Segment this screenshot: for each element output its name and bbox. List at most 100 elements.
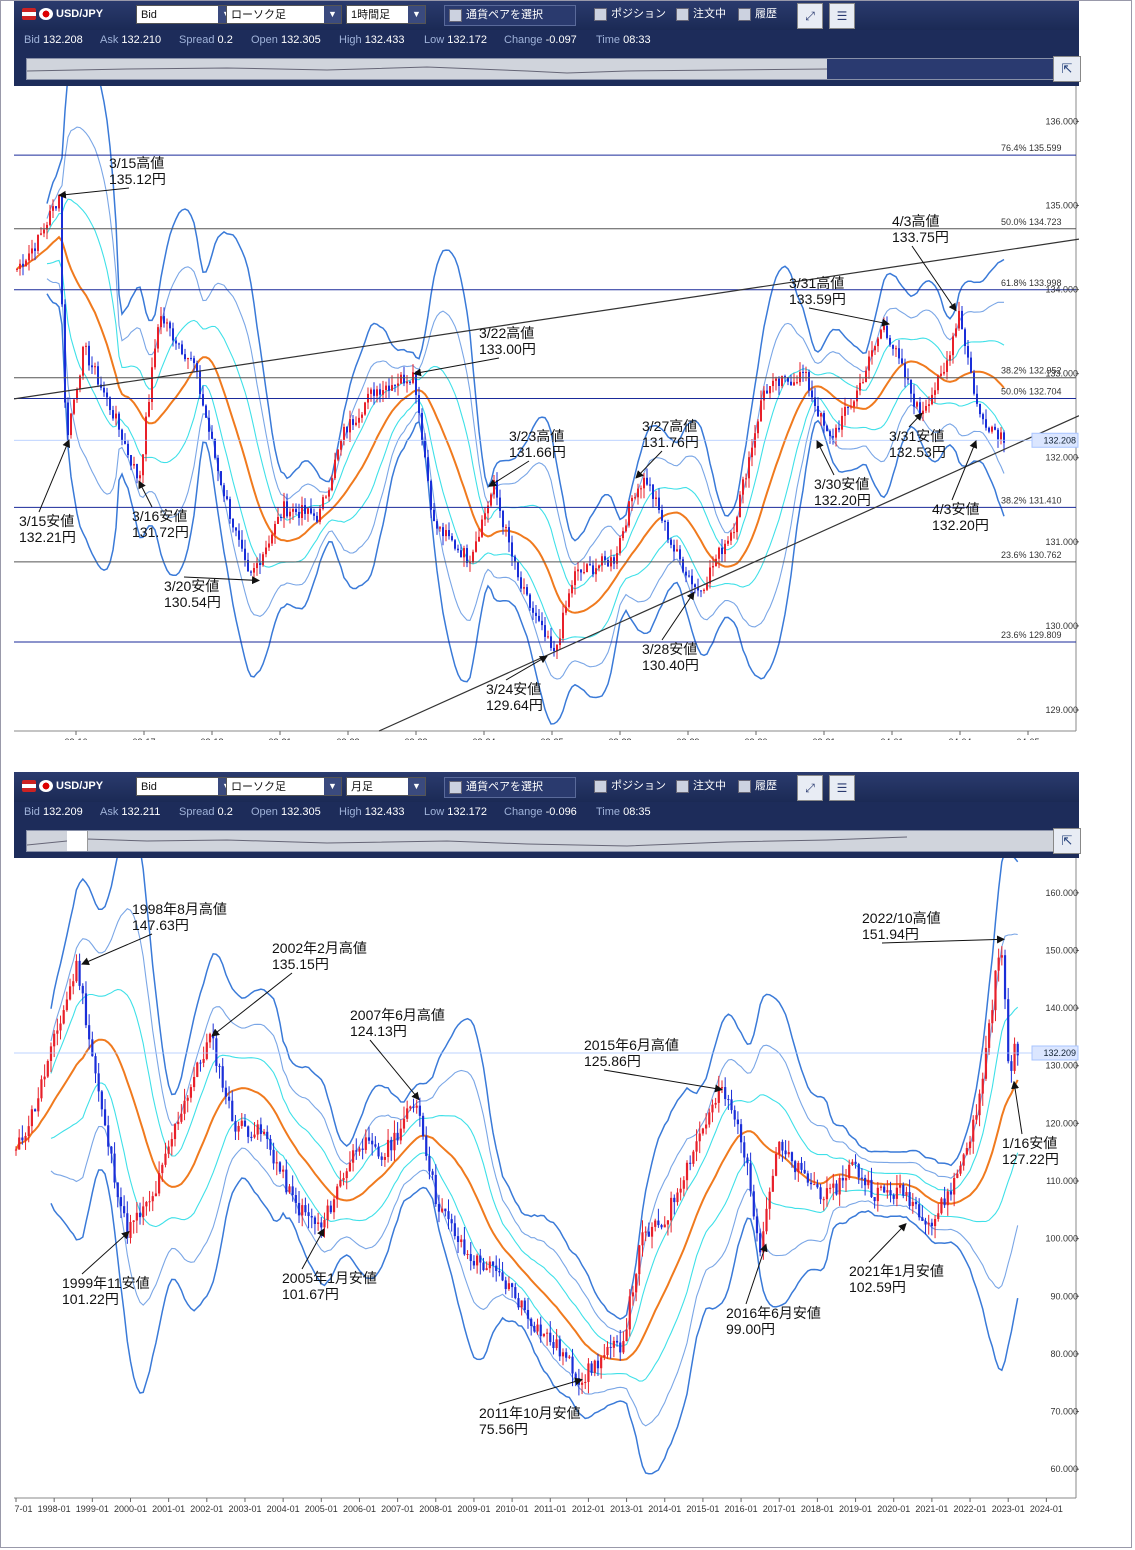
candle-body [634, 497, 636, 499]
settings-button[interactable]: ✲ [1084, 3, 1102, 27]
candle-body [367, 1137, 371, 1141]
candle-body [655, 497, 657, 499]
y-tick-label: 130.000 [1045, 621, 1078, 631]
history-toggle[interactable]: 履歴 [738, 777, 777, 796]
candle-body [475, 541, 477, 552]
candle-body [514, 556, 516, 563]
candle-body [355, 422, 357, 425]
candle-body [322, 497, 324, 509]
candle-body [685, 1162, 689, 1181]
candle-body [460, 1239, 463, 1243]
candle-body [637, 488, 639, 498]
annotation-arrow [908, 412, 923, 428]
candle-body [661, 509, 663, 521]
candle-body [523, 1300, 526, 1310]
candle-body [142, 1206, 145, 1218]
candle-body [549, 1332, 552, 1343]
candle-body [631, 1292, 635, 1297]
candle-body [487, 505, 489, 514]
timeframe-select[interactable]: 月足 ▼ [346, 777, 426, 796]
candle-body [412, 1106, 415, 1108]
indicator-button[interactable]: ☰ [829, 3, 855, 29]
x-tick-label: 2010-01 [496, 1504, 529, 1514]
candle-body [196, 363, 198, 372]
candle-body [160, 316, 162, 328]
candle-body [484, 513, 486, 520]
bid-value: 132.209 [42, 806, 83, 818]
price-type-select[interactable]: Bid▼ [136, 777, 236, 796]
candle-body [889, 337, 891, 345]
candle-body [539, 1324, 542, 1337]
candle-body [958, 310, 960, 329]
order-toggle[interactable]: 注文中 [676, 777, 726, 796]
navigator-left-handle[interactable] [67, 831, 88, 851]
candle-body [218, 1065, 221, 1067]
settings-button[interactable]: ✲ [1084, 775, 1102, 799]
candle-body [479, 1255, 482, 1263]
candle-body [755, 1216, 759, 1234]
candle-body [523, 587, 525, 589]
candle-body [85, 345, 87, 347]
pair-select-button[interactable]: 通貨ペアを選択 [444, 777, 576, 798]
navigator-scroll[interactable] [26, 58, 1078, 80]
candle-body [730, 532, 732, 541]
candle-body [631, 497, 633, 502]
candle-body [37, 1098, 40, 1112]
chart-type-select[interactable]: ローソク足 ▼ [226, 777, 342, 796]
candle-body [844, 407, 846, 416]
candle-body [454, 540, 456, 549]
order-toggle[interactable]: 注文中 [676, 5, 726, 24]
candle-body [997, 957, 1000, 971]
fib-level-label: 61.8% 133.998 [1001, 278, 1062, 288]
current-price-label: 132.208 [1043, 435, 1076, 445]
candle-body [268, 543, 270, 548]
candle-body [943, 371, 945, 374]
price-type-value: Bid [141, 781, 157, 793]
indicator-button[interactable]: ☰ [829, 775, 855, 801]
candle-body [463, 1239, 466, 1255]
chart-area-2[interactable]: 1997-01 1998-01 1999-01 2000-01 2001-01 2002-… [14, 858, 1079, 1537]
candle-body [583, 572, 585, 574]
annotation-price: 131.72円 [132, 524, 189, 540]
candle-body [851, 1161, 854, 1165]
history-toggle[interactable]: 履歴 [738, 5, 777, 24]
x-tick-label: 2009-01 [457, 1504, 490, 1514]
annotation-title: 2021年1月安値 [849, 1263, 944, 1279]
candle-body [695, 1141, 698, 1152]
candle-body [184, 354, 186, 360]
candle-body [927, 1222, 930, 1225]
chart-area-1[interactable]: 03-16 03-17 03-18 03-21 03-22 03-23 03-24 03-25… [14, 86, 1079, 740]
candle-body [968, 1141, 972, 1149]
candle-body [116, 1182, 119, 1198]
navigator-scroll[interactable] [26, 830, 1078, 852]
candle-body [376, 389, 378, 396]
zoom-button[interactable]: ⇱ [1053, 828, 1081, 854]
candle-body [979, 403, 981, 415]
candle-body [701, 1128, 705, 1134]
candle-body [752, 1191, 755, 1217]
chart-tool-button[interactable]: ⤢ [797, 775, 823, 801]
candle-body [691, 575, 693, 585]
currency-pair-selector[interactable]: USD/JPY [22, 5, 132, 24]
candle-body [73, 399, 75, 414]
chart-tool-button[interactable]: ⤢ [797, 3, 823, 29]
candle-body [511, 1283, 514, 1288]
position-toggle[interactable]: ポジション [594, 5, 666, 24]
timeframe-select[interactable]: 1時間足 ▼ [346, 5, 426, 24]
candle-body [288, 1186, 291, 1193]
candle-body [226, 496, 228, 500]
position-toggle[interactable]: ポジション [594, 777, 666, 796]
currency-pair-selector[interactable]: USD/JPY [22, 777, 132, 796]
candle-body [326, 1205, 329, 1220]
price-type-select[interactable]: Bid▼ [136, 5, 236, 24]
chart-type-select[interactable]: ローソク足 ▼ [226, 5, 342, 24]
candle-body [67, 402, 69, 436]
candle-body [396, 1132, 399, 1141]
y-tick-label: 120.000 [1045, 1118, 1078, 1128]
candle-body [689, 1162, 692, 1164]
zoom-button[interactable]: ⇱ [1053, 56, 1081, 82]
candle-body [40, 233, 42, 235]
pair-select-button[interactable]: 通貨ペアを選択 [444, 5, 576, 26]
candle-body [685, 571, 687, 576]
candle-body [964, 329, 966, 347]
